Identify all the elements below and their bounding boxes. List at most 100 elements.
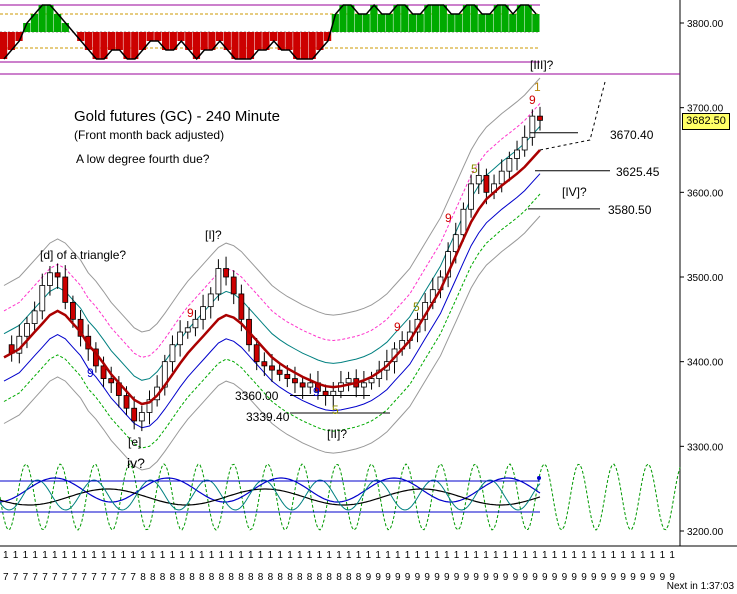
x-day-label: 1 (601, 550, 607, 561)
candle-body (521, 136, 528, 151)
x-day-label: 1 (317, 550, 323, 561)
x-day-label: 1 (571, 550, 577, 561)
candle-body (238, 293, 245, 320)
count-label-9-blue-left: 9 (87, 366, 94, 380)
x-month-label: 9 (473, 572, 479, 583)
x-month-label: 7 (72, 572, 78, 583)
candle-body (47, 272, 53, 286)
candle-body (330, 390, 337, 396)
x-month-label: 9 (444, 572, 450, 583)
histogram-bar (416, 14, 424, 32)
count-label-5-low: 5 (332, 403, 339, 417)
x-day-label: 1 (483, 550, 489, 561)
x-month-label: 8 (258, 572, 264, 583)
histogram-bar (393, 5, 401, 32)
x-day-label: 1 (532, 550, 538, 561)
x-day-label: 1 (620, 550, 626, 561)
count-label-5-mid: 5 (413, 300, 420, 314)
x-month-label: 9 (601, 572, 607, 583)
x-month-label: 8 (238, 572, 244, 583)
candle-body (70, 301, 76, 320)
x-day-label: 1 (101, 550, 107, 561)
histogram-bar (501, 5, 509, 32)
wave-label-II: [II]? (327, 427, 348, 441)
x-day-label: 1 (268, 550, 274, 561)
x-day-label: 1 (42, 550, 48, 561)
histogram-bar (439, 5, 447, 32)
histogram-bar (331, 14, 339, 32)
x-day-label: 1 (150, 550, 156, 561)
x-month-label: 9 (630, 572, 636, 583)
x-day-label: 1 (424, 550, 430, 561)
x-month-label: 8 (326, 572, 332, 583)
x-month-label: 8 (268, 572, 274, 583)
x-month-label: 7 (52, 572, 58, 583)
candlesticks (8, 106, 543, 432)
count-label-9-left: 9 (187, 306, 194, 320)
candle-body (24, 323, 30, 337)
candle-body (452, 234, 459, 253)
x-month-label: 9 (562, 572, 568, 583)
histogram-bar (270, 32, 278, 41)
x-month-label: 7 (130, 572, 136, 583)
histogram-bar (478, 14, 486, 32)
candle-body (345, 378, 352, 384)
x-month-label: 9 (611, 572, 617, 583)
histogram-bar (362, 14, 370, 32)
x-month-label: 9 (375, 572, 381, 583)
x-day-label: 1 (415, 550, 421, 561)
next-bar-timer: Next in 1:37:03 (666, 581, 734, 592)
x-month-label: 8 (160, 572, 166, 583)
x-day-label: 1 (179, 550, 185, 561)
x-month-label: 7 (111, 572, 117, 583)
x-month-label: 9 (405, 572, 411, 583)
histogram-bar (370, 5, 378, 32)
histogram-bar (162, 32, 170, 50)
x-day-label: 1 (219, 550, 225, 561)
histogram-bar (462, 5, 471, 32)
x-day-label: 1 (13, 550, 19, 561)
histogram-bar (401, 5, 409, 32)
y-tick-label: 3200.00 (687, 527, 724, 538)
x-month-label: 9 (503, 572, 509, 583)
x-month-label: 8 (287, 572, 293, 583)
count-label-9-top: 9 (529, 93, 536, 107)
x-day-label: 1 (3, 550, 9, 561)
y-tick-label: 3700.00 (687, 104, 724, 115)
x-day-label: 1 (650, 550, 656, 561)
count-label-9-mid: 9 (445, 211, 452, 225)
x-month-label: 9 (424, 572, 430, 583)
y-tick-label: 3400.00 (687, 358, 724, 369)
x-month-label: 8 (336, 572, 342, 583)
x-month-label: 7 (62, 572, 68, 583)
histogram-bar (192, 32, 201, 59)
histogram-bar (146, 32, 154, 41)
histogram-bar (54, 14, 62, 32)
wave-label-III: [III]? (530, 58, 554, 72)
histogram-bar (77, 32, 85, 41)
x-month-label: 8 (356, 572, 362, 583)
candle-body (529, 115, 536, 138)
x-month-label: 9 (591, 572, 597, 583)
x-month-label: 8 (228, 572, 234, 583)
histogram-bar (347, 5, 355, 32)
histogram-bar (324, 32, 332, 41)
chart-title: Gold futures (GC) - 240 Minute (74, 108, 280, 125)
candle-body (131, 407, 138, 422)
candle-body (253, 344, 260, 363)
candle-body (284, 373, 291, 380)
histogram-bar (154, 32, 162, 41)
x-day-label: 1 (503, 550, 509, 561)
x-day-label: 1 (493, 550, 499, 561)
x-month-label: 9 (552, 572, 558, 583)
x-month-label: 9 (434, 572, 440, 583)
x-day-label: 1 (258, 550, 264, 561)
histogram-bar (339, 5, 347, 32)
histogram-bar (432, 5, 440, 32)
histogram-bar (23, 23, 31, 32)
histogram-bar (115, 32, 123, 50)
histogram-bar (524, 5, 532, 32)
chart-note: A low degree fourth due? (76, 152, 210, 166)
x-month-label: 8 (317, 572, 323, 583)
candle-body (368, 378, 375, 384)
